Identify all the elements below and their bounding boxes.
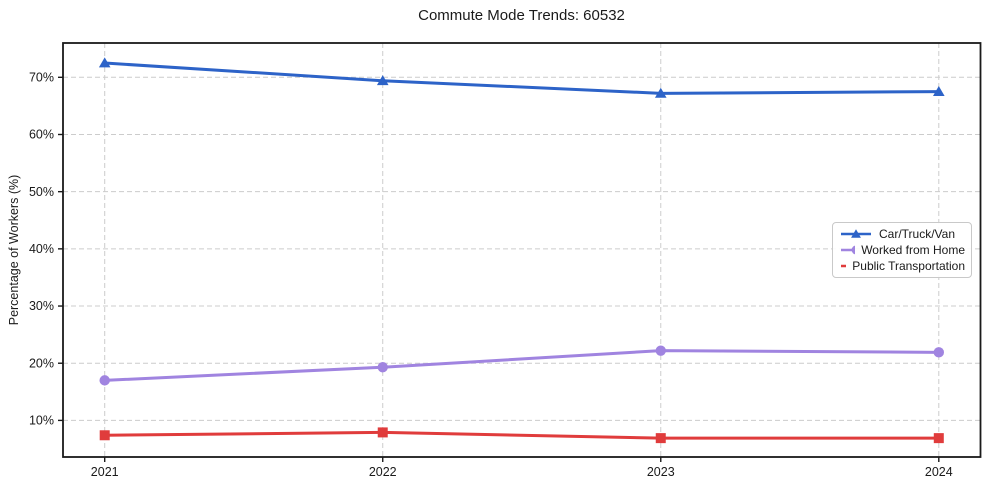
data-point-marker-public-transportation	[377, 427, 388, 438]
x-tick-label: 2021	[91, 465, 119, 479]
data-point-marker-public-transportation	[99, 430, 110, 441]
data-point-marker-worked-from-home	[933, 347, 944, 358]
legend-marker-square-icon	[841, 265, 847, 268]
legend-marker-circle-icon	[841, 245, 856, 255]
x-tick-label: 2022	[369, 465, 397, 479]
data-point-marker-car-truck-van	[98, 57, 111, 68]
y-tick-label: 60%	[29, 128, 54, 142]
legend-item-public-transportation: Public Transportation	[839, 259, 965, 274]
legend: Car/Truck/Van Worked from Home Public Tran…	[832, 222, 972, 278]
data-point-marker-car-truck-van	[376, 75, 389, 86]
legend-item-car-truck-van: Car/Truck/Van	[839, 226, 965, 241]
data-point-marker-car-truck-van	[932, 86, 945, 97]
y-axis-label: Percentage of Workers (%)	[7, 174, 21, 326]
y-tick-label: 50%	[29, 185, 54, 199]
chart-title: Commute Mode Trends: 60532	[418, 7, 625, 24]
x-tick-label: 2023	[647, 465, 675, 479]
y-tick-label: 10%	[29, 414, 54, 428]
legend-item-worked-from-home: Worked from Home	[839, 242, 965, 257]
legend-marker-triangle-icon	[841, 228, 871, 238]
y-tick-label: 20%	[29, 356, 54, 370]
legend-label: Worked from Home	[861, 242, 965, 257]
y-tick-label: 70%	[29, 71, 54, 85]
data-point-marker-worked-from-home	[655, 345, 666, 356]
data-point-marker-public-transportation	[655, 433, 666, 444]
data-point-marker-car-truck-van	[654, 87, 667, 98]
series-line-public-transportation	[103, 430, 941, 440]
series-line-car-truck-van	[103, 61, 941, 95]
data-point-marker-worked-from-home	[99, 375, 110, 386]
legend-label: Car/Truck/Van	[879, 226, 956, 241]
data-point-marker-worked-from-home	[377, 362, 388, 373]
y-tick-label: 40%	[29, 242, 54, 256]
legend-sample-marker	[851, 228, 861, 238]
legend-label: Public Transportation	[852, 259, 965, 274]
data-point-marker-public-transportation	[933, 433, 944, 444]
series-line-worked-from-home	[103, 349, 941, 382]
x-tick-label: 2024	[925, 465, 953, 479]
plot-border	[62, 42, 982, 458]
legend-sample-marker	[851, 245, 856, 255]
y-tick-label: 30%	[29, 299, 54, 313]
